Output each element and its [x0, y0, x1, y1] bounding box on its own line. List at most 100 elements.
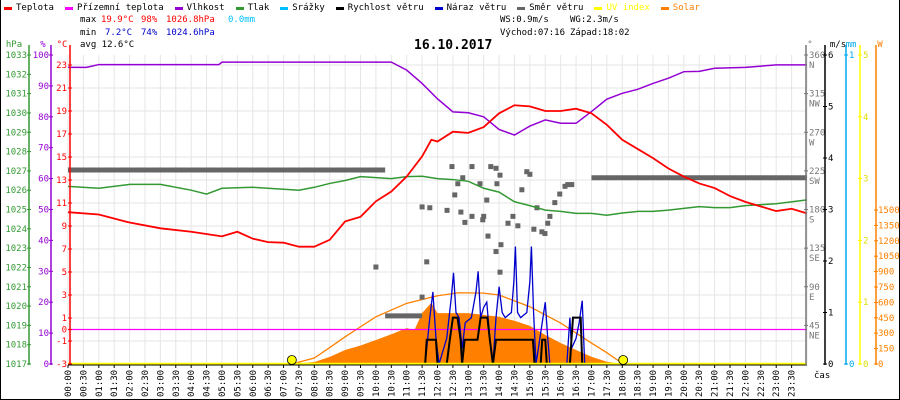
pressure-tick-label: 1033: [5, 51, 27, 61]
x-tick-label: 19:30: [664, 370, 674, 397]
legend-label: Přízemní teplota: [76, 3, 164, 13]
wind-direction-tick-label: 45: [809, 321, 820, 331]
humidity-tick-label: 90: [38, 82, 49, 92]
pressure-tick-label: 1031: [5, 90, 27, 100]
x-tick-label: 02:30: [141, 370, 151, 397]
x-tick-label: 16:00: [557, 370, 567, 397]
humidity-tick-label: 20: [38, 298, 49, 308]
x-tick-label: 16:30: [572, 370, 582, 397]
x-tick-label: 07:00: [280, 370, 290, 397]
wind-direction-point: [419, 204, 425, 210]
humidity-tick-label: 10: [38, 329, 49, 339]
x-tick-label: 00:30: [79, 370, 89, 397]
x-tick-label: 13:30: [480, 370, 490, 397]
wind-direction-point: [455, 181, 461, 187]
uv-index-tick-label: 2: [863, 236, 868, 246]
x-tick-label: 02:00: [126, 370, 136, 397]
temperature-tick-label: -1: [56, 337, 67, 347]
solar-tick-label: 150: [878, 345, 894, 355]
wind-direction-point: [444, 207, 450, 213]
x-axis-title: čas: [814, 370, 830, 381]
wind-direction-point: [481, 213, 487, 219]
legend-swatch: [64, 6, 73, 10]
pressure-tick-label: 1023: [5, 244, 27, 254]
temperature-tick-label: 9: [62, 222, 67, 232]
legend-swatch: [660, 6, 669, 10]
pressure-tick-label: 1024: [5, 225, 27, 235]
wind-direction-point: [462, 219, 468, 225]
temperature-tick-label: 13: [56, 176, 67, 186]
legend-label: Tlak: [247, 3, 270, 13]
wind-direction-point: [452, 192, 458, 198]
avg-temperature: avg 12.6°C: [80, 40, 135, 50]
legend-swatch: [4, 6, 12, 10]
legend-item: Náraz větru: [434, 3, 506, 13]
min-label: min: [80, 28, 97, 38]
sunset-time: Západ:18:02: [570, 28, 630, 38]
min-pressure: 1024.6hPa: [166, 28, 215, 38]
wind-speed-axis-title: m/s: [830, 40, 846, 50]
solar-tick-label: 450: [878, 314, 894, 324]
wind-direction-point: [497, 172, 503, 178]
wind-direction-point: [484, 197, 490, 203]
x-tick-label: 07:30: [295, 370, 305, 397]
temperature-tick-label: 21: [56, 84, 67, 94]
wind-direction-point: [477, 181, 483, 187]
humidity-tick-label: 70: [38, 144, 49, 154]
wind-direction-point: [524, 169, 530, 175]
solar-axis-title: W: [877, 40, 883, 50]
uv-index-tick-label: 3: [863, 175, 868, 185]
solar-tick-label: 0: [878, 360, 883, 370]
legend-item: Přízemní teplota: [64, 3, 164, 13]
temperature-tick-label: 5: [62, 268, 67, 278]
x-tick-label: 06:30: [264, 370, 274, 397]
x-tick-label: 04:30: [203, 370, 213, 397]
x-tick-label: 17:00: [587, 370, 597, 397]
legend-item: Vlhkost: [174, 3, 225, 13]
x-tick-label: 14:00: [495, 370, 505, 397]
legend-item: Teplota: [4, 3, 54, 13]
wind-direction-direction-label: SE: [809, 254, 820, 264]
legend-swatch: [280, 6, 289, 10]
humidity-tick-label: 30: [38, 267, 49, 277]
wind-speed-tick-label: 0: [828, 360, 833, 370]
wind-direction-tick-label: 270: [809, 128, 825, 138]
legend-item: Srážky: [280, 3, 325, 13]
solar-area: [292, 302, 623, 364]
x-tick-label: 03:00: [156, 370, 166, 397]
pressure-tick-label: 1022: [5, 263, 27, 273]
solar-tick-label: 900: [878, 268, 894, 278]
x-tick-label: 19:00: [649, 370, 659, 397]
humidity-tick-label: 40: [38, 236, 49, 246]
x-tick-label: 05:00: [218, 370, 228, 397]
wind-direction-point: [557, 191, 563, 197]
x-tick-label: 13:00: [464, 370, 474, 397]
wind-direction-point: [545, 220, 551, 226]
wind-direction-tick-label: 135: [809, 244, 825, 254]
pressure-tick-label: 1027: [5, 167, 27, 177]
x-tick-label: 04:00: [187, 370, 197, 397]
x-tick-label: 10:00: [372, 370, 382, 397]
legend-swatch: [235, 6, 244, 10]
x-tick-label: 21:30: [726, 370, 736, 397]
temperature-tick-label: 1: [62, 314, 67, 324]
wind-direction-point: [565, 182, 571, 188]
humidity-tick-label: 0: [44, 360, 49, 370]
legend-swatch: [594, 6, 603, 10]
wind-direction-tick-label: 315: [809, 90, 825, 100]
solar-tick-label: 1500: [878, 206, 900, 216]
wind-speed-tick-label: 1: [828, 309, 833, 319]
sun-marker: [618, 355, 629, 365]
legend-label: UV index: [606, 3, 650, 13]
x-tick-label: 09:30: [357, 370, 367, 397]
wind-direction-direction-label: NW: [809, 100, 820, 110]
legend-swatch: [335, 6, 344, 10]
humidity-tick-label: 50: [38, 206, 49, 216]
x-tick-label: 00:00: [64, 370, 74, 397]
sunrise-time: Východ:07:16: [500, 28, 566, 38]
wind-direction-point: [497, 269, 503, 275]
x-tick-label: 03:30: [172, 370, 182, 397]
pressure-tick-label: 1028: [5, 148, 27, 158]
wind-speed-tick-label: 2: [828, 257, 833, 267]
pressure-tick-label: 1032: [5, 70, 27, 80]
